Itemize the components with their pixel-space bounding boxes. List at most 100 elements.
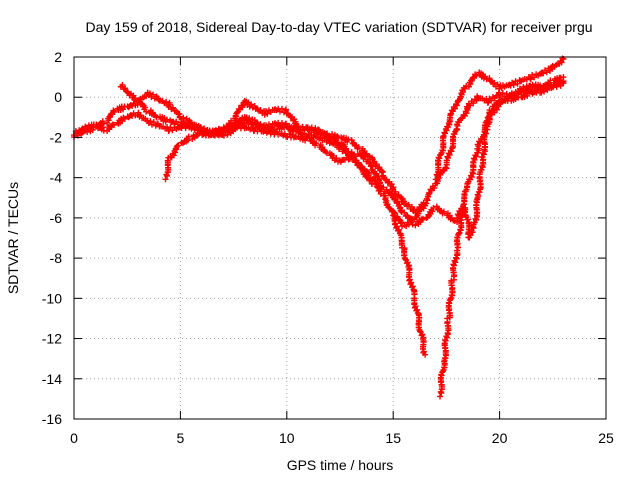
plot-frame [73,56,607,420]
data-point [373,161,380,168]
data-point [142,104,149,111]
data-point [473,153,480,160]
data-point [143,108,150,115]
data-point [388,181,395,188]
data-point [367,163,374,170]
data-point [473,72,480,79]
data-point [169,104,176,111]
data-point [367,175,374,182]
data-point [558,59,565,66]
x-tick-label: 25 [598,430,614,446]
data-point [122,85,129,92]
data-point [453,247,460,254]
data-point [475,143,482,150]
data-point [119,81,126,88]
data-point [111,108,118,115]
data-point [264,110,271,117]
data-point [295,123,302,130]
data-point [386,205,393,212]
data-point [166,101,173,108]
data-point [89,126,96,133]
data-point [408,215,415,222]
data-point [419,202,426,209]
data-point [366,170,373,177]
y-tick-label: -2 [50,129,63,145]
data-point [257,107,264,114]
data-point [163,98,170,105]
data-point [483,76,490,83]
data-point [224,131,231,138]
data-point [414,306,421,313]
data-point [355,144,362,151]
data-point [393,223,400,230]
x-tick-label: 15 [385,430,401,446]
data-series [71,55,567,400]
data-point [111,121,118,128]
data-point [193,123,200,130]
data-point [401,209,408,216]
data-point [560,80,567,87]
data-point [499,90,506,97]
data-point [376,164,383,171]
data-point [531,74,538,81]
data-point [402,200,409,207]
data-point [470,100,477,107]
data-point [99,124,106,131]
data-point [404,259,411,266]
data-point [150,119,157,126]
data-point [510,81,517,88]
data-point [459,89,466,96]
y-tick-label: -6 [50,210,63,226]
data-point [173,118,180,125]
data-point [321,135,328,142]
y-tick-label: -8 [50,250,63,266]
data-point [429,208,436,215]
x-tick-label: 5 [177,430,185,446]
data-point [559,79,566,86]
y-tick-label: -10 [42,290,62,306]
data-point [420,348,427,355]
series-track-6 [432,55,567,183]
data-point [453,102,460,109]
data-point [398,195,405,202]
data-point [408,279,415,286]
data-point [286,131,293,138]
data-point [392,188,399,195]
data-point [315,128,322,135]
data-point [417,328,424,335]
data-point [252,125,259,132]
data-point [333,155,340,162]
data-point [491,79,498,86]
data-point [514,80,521,87]
data-point [448,148,455,155]
y-tick-label: 2 [54,49,62,65]
x-tick-label: 10 [279,430,295,446]
data-point [243,117,250,124]
series-track-3 [117,81,429,358]
data-point [394,213,401,220]
data-point [349,154,356,161]
data-point [471,156,478,163]
data-point [84,128,91,135]
data-point [288,125,295,132]
series-track-7 [437,79,567,400]
data-point [446,151,453,158]
data-point [391,210,398,217]
data-point [457,216,464,223]
data-point [490,105,497,112]
x-axis-label: GPS time / hours [287,457,394,473]
data-point [269,127,276,134]
data-point [420,215,427,222]
data-point [541,88,548,95]
data-point [358,163,365,170]
data-point [461,85,468,92]
data-point [553,83,560,90]
data-point [282,107,289,114]
data-point [239,104,246,111]
data-point [419,216,426,223]
data-point [345,136,352,143]
data-point [132,95,139,102]
data-point [521,93,528,100]
y-tick-label: 0 [54,89,62,105]
